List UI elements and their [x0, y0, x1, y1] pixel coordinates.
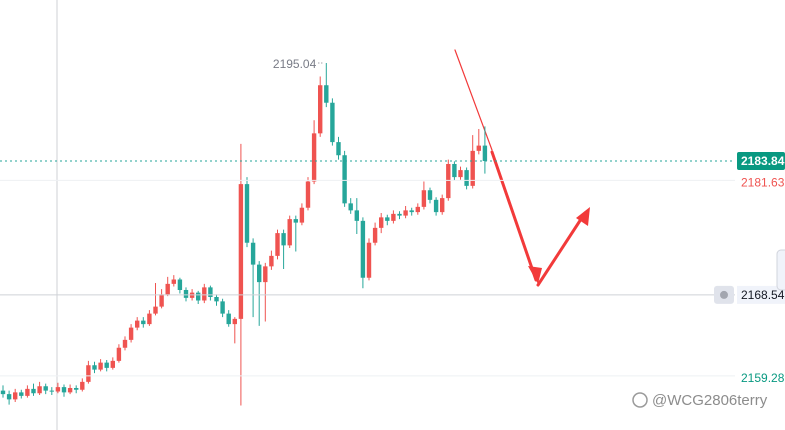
candle-body: [177, 279, 183, 290]
candle-body: [67, 387, 73, 393]
candle-body: [92, 365, 97, 370]
candles: [0, 63, 488, 406]
side-panel-handle[interactable]: [776, 249, 785, 291]
candle-body: [244, 184, 250, 243]
candle-body: [220, 301, 225, 314]
candle-body: [330, 102, 335, 143]
candle-body: [141, 320, 146, 325]
candle-body: [165, 283, 170, 295]
candle-body: [116, 347, 122, 361]
candle-body: [391, 213, 396, 221]
candle-body: [98, 362, 103, 370]
candle-body: [61, 387, 67, 393]
candle-body: [250, 242, 256, 265]
drawing-arrows: [454, 49, 590, 287]
candle-body: [128, 327, 134, 340]
candle-body: [0, 390, 6, 395]
candle-body: [110, 360, 115, 368]
candle-body: [440, 198, 445, 213]
candle-body: [49, 390, 54, 392]
candle-body: [415, 206, 420, 213]
candle-body: [360, 220, 366, 278]
candle-body: [269, 255, 274, 267]
candle-body: [238, 184, 244, 319]
candle-body: [80, 381, 85, 390]
candle-body: [281, 233, 286, 246]
candle-body: [318, 85, 323, 134]
green-level-label: 2159.28: [741, 371, 785, 385]
candle-body: [147, 313, 152, 325]
candle-body: [293, 219, 298, 223]
candle-body: [122, 339, 128, 348]
overlay: 2195.04 2183.84 2181.63 2168.54 2159.28 @WCG2…: [0, 57, 785, 409]
crosshair-price-label: 2168.54: [741, 288, 785, 302]
candle-body: [55, 387, 61, 392]
candle-body: [214, 296, 219, 302]
candle-body: [397, 213, 402, 216]
candle-body: [153, 306, 158, 314]
candle-body: [385, 217, 390, 221]
trend-line: [454, 49, 493, 151]
candle-body: [409, 210, 414, 213]
candle-body: [464, 170, 469, 186]
candle-body: [183, 289, 189, 298]
candle-body: [421, 190, 427, 207]
candle-body: [427, 190, 433, 200]
candle-body: [476, 145, 481, 151]
last-price-badge: [737, 152, 785, 171]
candle-body: [104, 362, 109, 368]
arrow-down: [490, 150, 538, 282]
candle-body: [135, 320, 140, 328]
candle-body: [342, 155, 347, 204]
candle-body: [37, 386, 42, 394]
candle-body: [159, 294, 164, 307]
candle-body: [433, 199, 439, 213]
candle-body: [19, 392, 24, 396]
candle-body: [403, 210, 408, 216]
candle-body: [275, 233, 280, 256]
arrow-head: [528, 266, 542, 284]
candle-body: [263, 266, 268, 283]
candle-body: [232, 318, 237, 325]
candle-body: [354, 210, 359, 221]
arrow-head: [576, 207, 590, 226]
candle-body: [366, 242, 372, 278]
candle-body: [25, 388, 30, 396]
candle-body: [74, 387, 79, 390]
candle-body: [86, 365, 91, 382]
watermark-icon: [632, 392, 648, 408]
candle-body: [257, 264, 262, 283]
high-label: 2195.04: [273, 57, 317, 71]
candle-body: [348, 203, 353, 211]
candle-body: [208, 287, 213, 297]
candle-body: [43, 386, 48, 391]
crosshair-badge: [737, 285, 785, 304]
candle-body: [13, 392, 18, 400]
last-price-label: 2183.84: [741, 154, 785, 168]
candle-body: [6, 394, 12, 400]
candle-body: [196, 292, 201, 301]
candle-body: [452, 163, 457, 178]
candle-body: [379, 217, 384, 228]
candle-body: [482, 145, 488, 162]
alert-bell-icon: [720, 290, 728, 299]
candle-body: [311, 133, 317, 182]
candle-body: [446, 163, 451, 199]
candle-body: [305, 181, 311, 208]
candle-body: [372, 227, 378, 243]
candle-body: [299, 207, 305, 223]
candle-body: [31, 388, 36, 394]
candle-body: [171, 279, 176, 284]
candle-body: [336, 142, 341, 156]
red-level-label: 2181.63: [741, 176, 785, 190]
watermark: @WCG2806terry: [652, 392, 768, 409]
candle-body: [324, 85, 329, 103]
arrow-up: [536, 211, 587, 287]
candle-body: [202, 287, 207, 301]
candle-body: [458, 170, 463, 178]
candle-body: [226, 313, 231, 325]
candle-body: [287, 219, 292, 246]
candle-body: [470, 150, 475, 186]
